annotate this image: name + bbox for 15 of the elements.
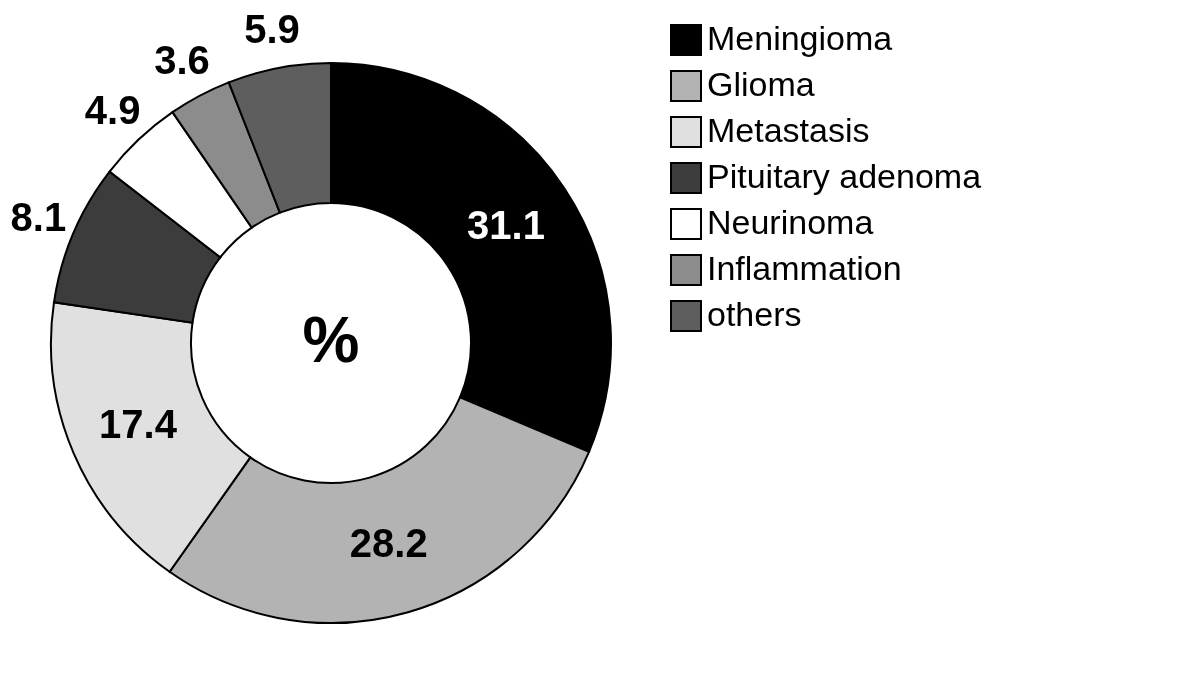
legend-label: Metastasis bbox=[707, 111, 870, 149]
legend-label: Glioma bbox=[707, 65, 815, 103]
legend-label: Neurinoma bbox=[707, 203, 874, 241]
legend-label: Inflammation bbox=[707, 249, 902, 287]
data-label: 4.9 bbox=[84, 87, 141, 132]
text: % bbox=[302, 304, 360, 376]
data-label: 8.1 bbox=[10, 194, 67, 239]
data-label: 31.1 bbox=[467, 202, 545, 247]
data-label: 5.9 bbox=[244, 6, 300, 51]
legend-label: Meningioma bbox=[707, 19, 893, 57]
data-label: 28.2 bbox=[349, 520, 428, 565]
data-label: 17.4 bbox=[99, 401, 178, 446]
data-label: 3.6 bbox=[154, 38, 210, 83]
legend-label: others bbox=[707, 295, 802, 333]
legend-label: Pituitary adenoma bbox=[707, 157, 982, 195]
